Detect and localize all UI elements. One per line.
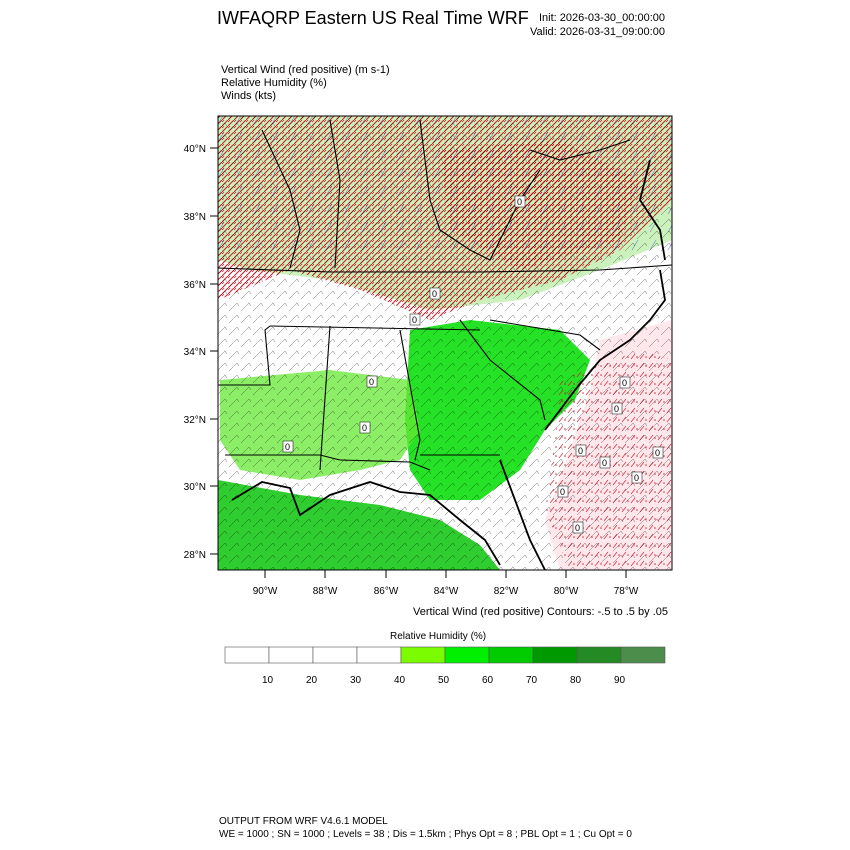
svg-text:0: 0: [432, 289, 437, 299]
map-field-layer: [218, 116, 672, 570]
contour-label: 0: [514, 195, 526, 208]
lat-ticks: [210, 147, 218, 555]
contour-label: 0: [599, 456, 611, 469]
field-relative-humidity: Relative Humidity (%): [221, 77, 327, 89]
colorbar-box: [620, 646, 666, 664]
svg-text:0: 0: [614, 404, 619, 414]
svg-text:0: 0: [655, 448, 660, 458]
lat-label: 38°N: [184, 212, 206, 223]
colorbar-tick-label: 30: [350, 675, 362, 686]
init-time: Init: 2026-03-30_00:00:00: [539, 12, 665, 24]
svg-text:0: 0: [285, 442, 290, 452]
field-vertical-wind: Vertical Wind (red positive) (m s-1): [221, 64, 390, 76]
colorbar-tick-label: 10: [262, 675, 274, 686]
lon-label: 82°W: [494, 586, 519, 597]
svg-text:0: 0: [412, 315, 417, 325]
colorbar-box: [224, 646, 270, 664]
footer-model-line: OUTPUT FROM WRF V4.6.1 MODEL: [219, 816, 388, 827]
lat-label: 32°N: [184, 415, 206, 426]
colorbar-box: [532, 646, 578, 664]
colorbar-tick-label: 90: [614, 675, 626, 686]
contour-label: 0: [572, 521, 584, 534]
lat-label: 40°N: [184, 144, 206, 155]
svg-text:0: 0: [602, 458, 607, 468]
lon-label: 86°W: [374, 586, 399, 597]
colorbar-tick-label: 70: [526, 675, 538, 686]
contour-label: 0: [557, 485, 569, 498]
wind-barbs: [218, 116, 672, 570]
lat-label: 34°N: [184, 347, 206, 358]
contour-label: 0: [575, 444, 587, 457]
colorbar-tick-label: 40: [394, 675, 406, 686]
contour-label: 0: [652, 446, 664, 459]
contour-label: 0: [631, 471, 643, 484]
lat-label: 30°N: [184, 482, 206, 493]
colorbar-box: [400, 646, 446, 664]
field-winds: Winds (kts): [221, 90, 276, 102]
colorbar-tick-label: 50: [438, 675, 450, 686]
colorbar-box: [576, 646, 622, 664]
lat-label: 28°N: [184, 550, 206, 561]
footer-config-line: WE = 1000 ; SN = 1000 ; Levels = 38 ; Di…: [219, 829, 632, 840]
colorbar-box: [312, 646, 358, 664]
lon-ticks: [264, 570, 627, 578]
svg-text:0: 0: [622, 378, 627, 388]
lon-label: 88°W: [313, 586, 338, 597]
lon-label: 80°W: [554, 586, 579, 597]
contour-label: 0: [282, 440, 294, 453]
map-frame: [217, 115, 673, 571]
lon-label: 90°W: [253, 586, 278, 597]
colorbar-box: [488, 646, 534, 664]
svg-text:0: 0: [575, 523, 580, 533]
colorbar-tick-label: 20: [306, 675, 318, 686]
lon-label: 78°W: [614, 586, 639, 597]
contour-labels: 0 0 0 0 0 0 0 0 0 0 0 0 0 0: [282, 195, 664, 534]
contour-label: 0: [429, 287, 441, 300]
colorbar-tick-label: 80: [570, 675, 582, 686]
colorbar-title: Relative Humidity (%): [390, 631, 487, 642]
contour-label: 0: [359, 421, 371, 434]
valid-time: Valid: 2026-03-31_09:00:00: [530, 26, 665, 38]
svg-text:0: 0: [362, 423, 367, 433]
contour-label: 0: [619, 376, 631, 389]
colorbar-tick-label: 60: [482, 675, 494, 686]
rh-colorbar: [224, 646, 666, 664]
coastlines: [231, 159, 666, 570]
plot-title: IWFAQRP Eastern US Real Time WRF: [217, 8, 529, 28]
contour-label: 0: [409, 313, 421, 326]
svg-text:0: 0: [634, 473, 639, 483]
contour-label: 0: [611, 402, 623, 415]
colorbar-box: [268, 646, 314, 664]
colorbar-box: [356, 646, 402, 664]
svg-text:0: 0: [578, 446, 583, 456]
contour-label: 0: [366, 375, 378, 388]
contour-note: Vertical Wind (red positive) Contours: -…: [413, 606, 668, 618]
svg-text:0: 0: [369, 377, 374, 387]
svg-text:0: 0: [560, 487, 565, 497]
lat-label: 36°N: [184, 280, 206, 291]
svg-text:0: 0: [517, 197, 522, 207]
colorbar-box: [444, 646, 490, 664]
lon-label: 84°W: [434, 586, 459, 597]
